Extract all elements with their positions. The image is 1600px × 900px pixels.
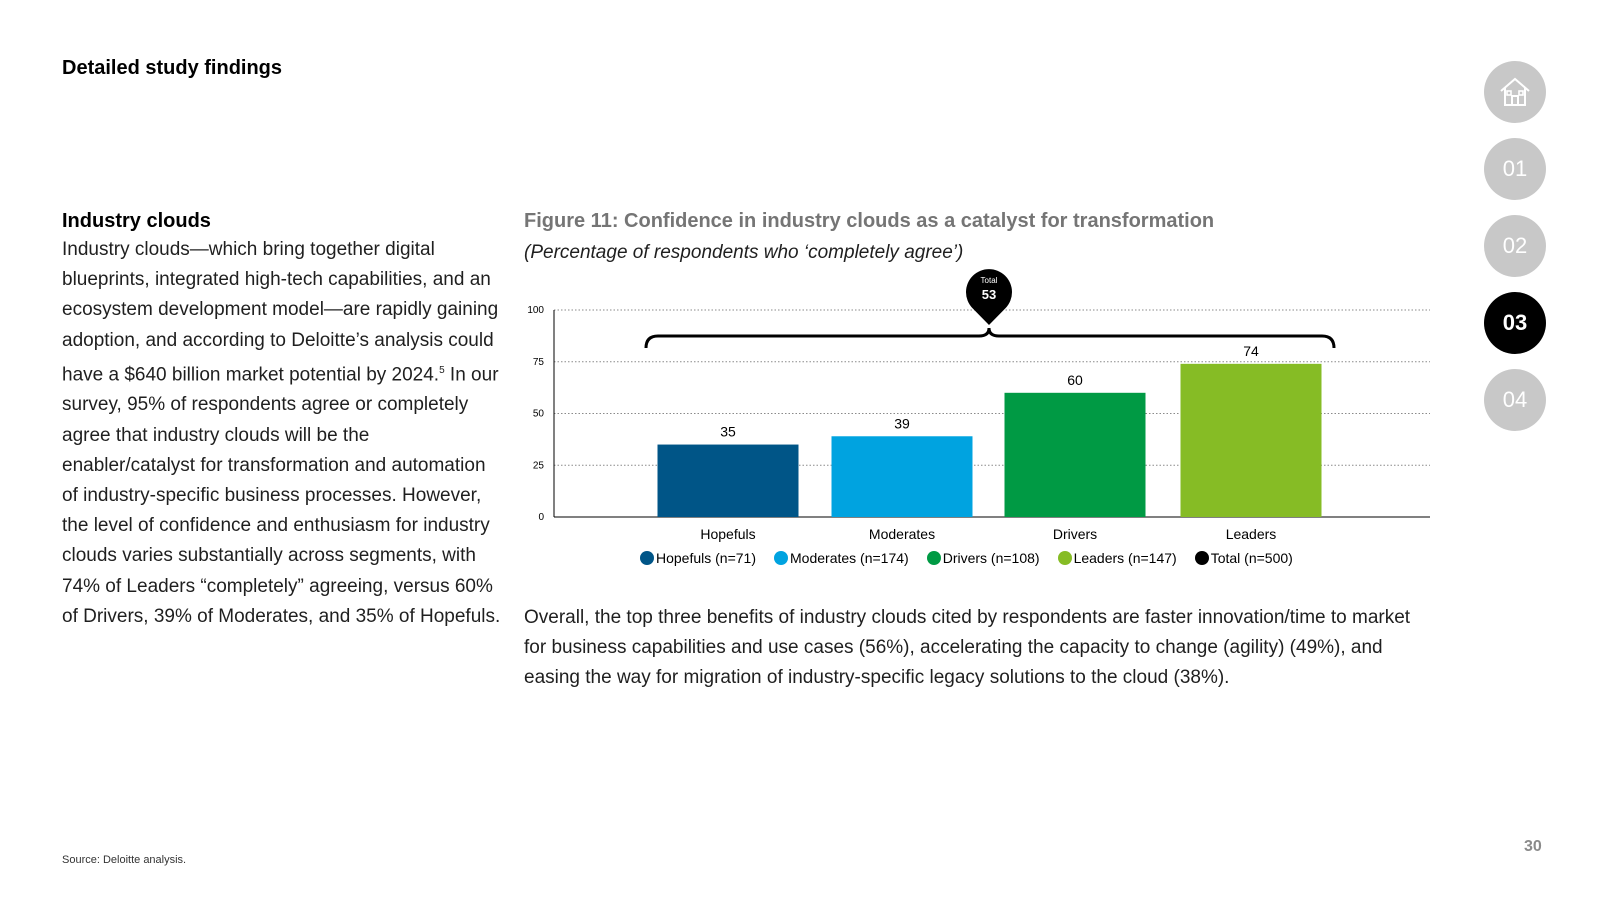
figure-title: Figure 11: Confidence in industry clouds… — [524, 210, 1215, 232]
x-tick-label: Drivers — [1053, 526, 1097, 542]
y-tick-label: 0 — [538, 512, 544, 523]
industry-clouds-section: Industry clouds Industry clouds—which br… — [62, 210, 502, 632]
section-body: Industry clouds—which bring together dig… — [62, 235, 502, 632]
data-label: 60 — [1067, 372, 1083, 388]
legend-swatch — [1057, 551, 1072, 565]
total-brace — [644, 327, 1336, 349]
legend-label: Hopefuls (n=71) — [656, 550, 757, 566]
bar-leaders — [1180, 363, 1322, 517]
legend-swatch — [926, 551, 941, 565]
bar-chart: 0 25 50 75 100 35 Hopefuls 39 Moderates 60 Drivers… — [527, 269, 1430, 542]
legend-item: Moderates (n=174) — [774, 550, 909, 566]
legend-label: Total (n=500) — [1210, 550, 1293, 566]
legend-item: Total (n=500) — [1194, 550, 1293, 566]
legend-swatch — [640, 551, 654, 565]
chart-legend: Hopefuls (n=71) Moderates (n=174) Drivers … — [640, 550, 1311, 566]
data-label: 74 — [1243, 343, 1259, 359]
nav-section-04[interactable]: 04 — [1484, 369, 1546, 431]
legend-item: Drivers (n=108) — [926, 550, 1040, 566]
bar-hopefuls — [657, 444, 799, 517]
footnote-ref[interactable]: 5 — [439, 364, 445, 376]
legend-label: Moderates (n=174) — [790, 550, 909, 566]
legend-swatch — [1194, 551, 1209, 565]
nav-section-02[interactable]: 02 — [1484, 215, 1546, 277]
legend-label: Leaders (n=147) — [1073, 550, 1177, 566]
legend-swatch — [774, 551, 789, 565]
total-value: 53 — [982, 287, 996, 302]
nav-home-button[interactable] — [1484, 61, 1546, 123]
total-pin-marker — [966, 269, 1012, 325]
legend-item: Leaders (n=147) — [1057, 550, 1177, 566]
legend-item: Hopefuls (n=71) — [640, 550, 756, 566]
page-number: 30 — [1524, 838, 1542, 855]
section-heading: Industry clouds — [62, 210, 211, 232]
legend-label: Drivers (n=108) — [942, 550, 1040, 566]
summary-paragraph: Overall, the top three benefits of indus… — [524, 607, 1411, 689]
body-text-part1: Industry clouds—which bring together dig… — [62, 239, 499, 386]
bar-drivers — [1004, 392, 1146, 517]
bar-moderates — [831, 436, 973, 517]
total-label: Total — [981, 276, 998, 285]
section-nav: 01 02 03 04 — [1484, 61, 1546, 446]
x-tick-label: Hopefuls — [700, 526, 755, 542]
nav-section-01[interactable]: 01 — [1484, 138, 1546, 200]
x-tick-label: Moderates — [869, 526, 935, 542]
y-tick-label: 25 — [533, 460, 545, 471]
home-icon — [1500, 77, 1530, 106]
y-tick-label: 50 — [533, 409, 545, 420]
data-label: 35 — [720, 424, 736, 440]
nav-section-03[interactable]: 03 — [1484, 292, 1546, 354]
data-label: 39 — [894, 415, 910, 431]
section-title: Detailed study findings — [62, 57, 283, 79]
x-tick-label: Leaders — [1226, 526, 1277, 542]
body-text-part2: In our survey, 95% of respondents agree … — [62, 364, 501, 627]
y-tick-label: 100 — [527, 305, 544, 316]
source-note: Source: Deloitte analysis. — [62, 854, 187, 866]
y-tick-label: 75 — [533, 357, 545, 368]
figure-subtitle: (Percentage of respondents who ‘complete… — [524, 242, 964, 263]
